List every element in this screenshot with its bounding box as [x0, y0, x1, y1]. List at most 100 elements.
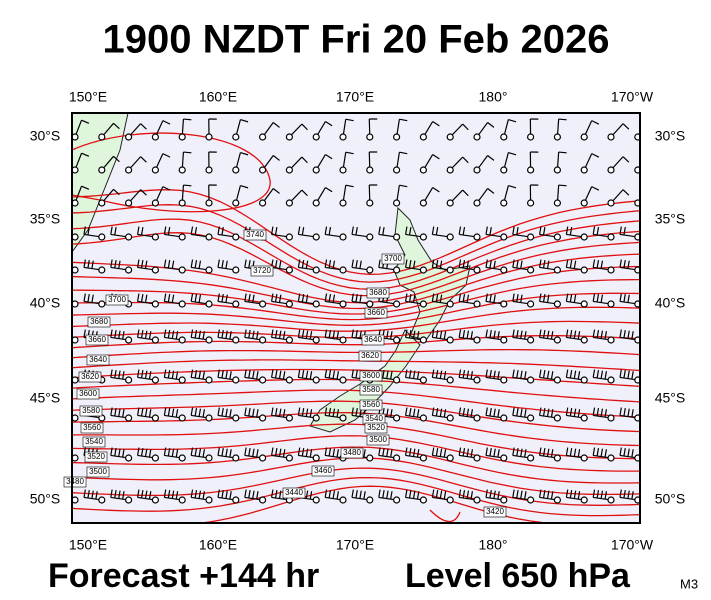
barb-tick	[221, 490, 224, 499]
barb-staff	[263, 155, 274, 168]
barb-tick	[140, 189, 147, 196]
station	[526, 300, 535, 308]
station	[500, 133, 508, 141]
barb-tick	[487, 121, 495, 128]
barb-tick	[512, 447, 515, 456]
station	[72, 233, 79, 241]
barb-tick	[623, 294, 626, 303]
barb-staff	[593, 233, 609, 238]
barb-tick	[301, 294, 305, 303]
barb-staff	[351, 266, 367, 271]
barb-tick	[167, 408, 171, 417]
barb-tick	[297, 407, 301, 416]
barb-tick	[244, 329, 247, 338]
station	[366, 233, 374, 241]
contour-label: 3600	[362, 371, 380, 380]
station	[580, 336, 588, 344]
barb-tick	[542, 370, 546, 379]
barb-tick	[489, 370, 492, 379]
barb-tick	[435, 294, 439, 303]
barb-tick	[558, 118, 567, 121]
station	[125, 336, 133, 344]
barb-tick	[497, 491, 500, 500]
station	[393, 496, 401, 504]
barb-tick	[328, 448, 332, 457]
barb-staff	[325, 266, 341, 271]
barb-tick	[550, 449, 554, 458]
station	[526, 454, 535, 462]
barb-tick	[604, 331, 608, 340]
barb-tick	[542, 294, 546, 303]
barb-tick	[95, 491, 98, 500]
barb-tick	[83, 226, 86, 235]
barb-staff	[512, 266, 528, 271]
barb-tick	[623, 448, 626, 457]
contour-line	[72, 446, 640, 484]
barb-tick	[596, 294, 600, 303]
barb-tick	[114, 227, 117, 236]
station	[72, 166, 79, 174]
barb-tick	[278, 448, 282, 457]
barb-tick	[252, 330, 255, 339]
barb-tick	[520, 490, 523, 499]
contour-line	[72, 467, 640, 506]
station	[526, 414, 535, 422]
barb-staff	[503, 185, 509, 201]
barb-tick	[431, 329, 435, 338]
barb-tick	[596, 330, 600, 339]
barb-tick	[623, 330, 626, 339]
barb-tick	[110, 369, 113, 378]
barb-tick	[627, 490, 630, 499]
barb-tick	[546, 448, 550, 457]
barb-staff	[130, 156, 142, 169]
station	[473, 454, 481, 462]
barb-tick	[489, 227, 492, 236]
barb-staff	[298, 266, 314, 271]
station	[419, 336, 427, 344]
barb-staff	[485, 266, 501, 271]
barb-tick	[512, 407, 515, 416]
barb-staff	[291, 156, 303, 169]
barb-staff	[485, 300, 501, 305]
station	[500, 300, 508, 308]
station	[419, 454, 427, 462]
contour-label: 3480	[343, 448, 361, 457]
barb-tick	[274, 294, 278, 303]
barb-tick	[114, 490, 117, 499]
barb-tick	[328, 490, 332, 499]
barb-tick	[136, 447, 140, 456]
barb-tick	[225, 330, 228, 339]
station	[580, 454, 588, 462]
barb-tick	[412, 260, 416, 269]
barb-tick	[432, 121, 440, 127]
barb-tick	[167, 370, 171, 379]
barb-tick	[408, 260, 412, 269]
lon-label: 170°E	[336, 537, 374, 553]
barb-tick	[399, 118, 408, 122]
barb-tick	[516, 370, 519, 379]
barb-tick	[577, 449, 581, 458]
barb-tick	[619, 293, 622, 302]
barb-tick	[272, 155, 280, 161]
contour-label: 3560	[83, 423, 101, 432]
barb-staff	[539, 266, 555, 271]
barb-tick	[591, 120, 600, 125]
barb-tick	[386, 490, 389, 499]
barb-tick	[336, 371, 340, 380]
station	[393, 454, 401, 462]
contour-line	[72, 241, 640, 304]
barb-tick	[443, 331, 447, 340]
barb-tick	[171, 490, 175, 499]
barb-tick	[194, 448, 198, 457]
barb-tick	[140, 294, 144, 303]
barb-tick	[355, 408, 358, 417]
barb-tick	[600, 490, 604, 499]
contour-label: 3500	[89, 467, 107, 476]
station	[446, 166, 454, 174]
station	[205, 496, 213, 504]
barb-tick	[542, 448, 546, 457]
contour-label-box	[80, 422, 104, 434]
barb-tick	[118, 490, 121, 499]
barb-tick	[470, 331, 474, 340]
barb-staff	[539, 233, 555, 238]
